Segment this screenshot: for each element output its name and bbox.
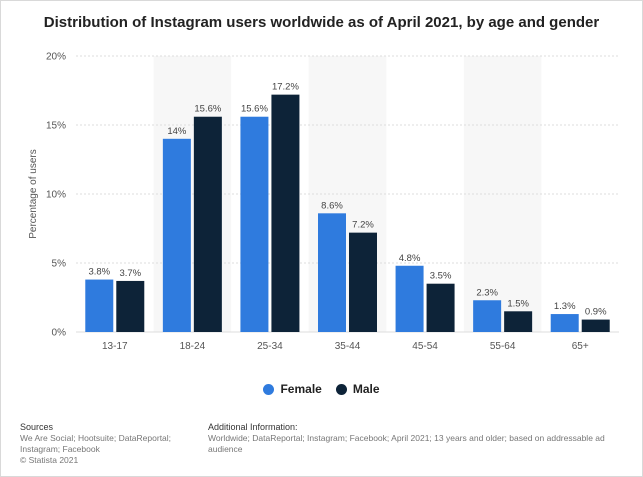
bar-female xyxy=(240,116,269,332)
bar-male xyxy=(426,283,455,332)
bar-female xyxy=(162,138,191,332)
additional-info-block: Additional Information: Worldwide; DataR… xyxy=(208,422,628,455)
bar-male xyxy=(504,311,533,332)
data-label: 17.2% xyxy=(272,82,299,93)
data-label: 3.7% xyxy=(119,268,141,279)
legend-marker-female xyxy=(263,383,275,395)
legend-item-male[interactable]: Male xyxy=(335,382,380,396)
bar-female xyxy=(85,279,114,332)
bar-chart: 0% 5% 10% 15% 20% Percentage of users 3.8% 3.7%… xyxy=(28,52,619,352)
x-tick-label: 25-34 xyxy=(257,341,283,352)
bar-male xyxy=(271,94,300,332)
data-label: 0.9% xyxy=(585,307,607,318)
data-label: 1.3% xyxy=(554,301,576,312)
bar-female xyxy=(318,213,346,332)
y-tick-label: 20% xyxy=(46,52,66,63)
legend-label-male: Male xyxy=(352,382,380,396)
additional-info-text: Worldwide; DataReportal; Instagram; Face… xyxy=(208,433,605,454)
data-label: 1.5% xyxy=(507,298,529,309)
data-label: 14% xyxy=(167,126,187,137)
data-label: 7.2% xyxy=(352,220,374,231)
x-tick-label: 55-64 xyxy=(490,341,516,352)
bar-female xyxy=(550,314,579,332)
data-label: 3.8% xyxy=(88,267,110,278)
y-axis-label: Percentage of users xyxy=(28,149,39,239)
bar-female xyxy=(473,300,502,332)
y-tick-label: 10% xyxy=(46,190,66,201)
legend-label-female: Female xyxy=(280,382,322,396)
x-tick-label: 18-24 xyxy=(180,341,206,352)
copyright-text: © Statista 2021 xyxy=(20,455,79,465)
x-tick-label: 45-54 xyxy=(412,341,438,352)
bar-male xyxy=(116,280,145,332)
additional-info-heading: Additional Information: xyxy=(208,422,298,432)
x-tick-label: 65+ xyxy=(572,341,589,352)
bar-male xyxy=(349,232,377,332)
data-label: 3.5% xyxy=(430,271,452,282)
bar-male xyxy=(581,319,610,332)
data-label: 2.3% xyxy=(476,287,498,298)
chart-title: Distribution of Instagram users worldwid… xyxy=(43,14,600,31)
y-tick-label: 15% xyxy=(46,121,66,132)
legend-item-female[interactable]: Female xyxy=(263,382,322,396)
bar-male xyxy=(193,116,222,332)
data-label: 15.6% xyxy=(194,104,221,115)
data-label: 8.6% xyxy=(321,200,343,211)
y-tick-label: 5% xyxy=(52,259,67,270)
data-label: 15.6% xyxy=(241,104,268,115)
legend: Female Male xyxy=(0,382,643,396)
sources-block: Sources We Are Social; Hootsuite; DataRe… xyxy=(20,422,190,466)
x-tick-label: 13-17 xyxy=(102,341,128,352)
x-tick-label: 35-44 xyxy=(335,341,361,352)
sources-heading: Sources xyxy=(20,422,54,432)
data-label: 4.8% xyxy=(399,253,421,264)
bar-female xyxy=(395,265,424,332)
y-tick-label: 0% xyxy=(52,328,67,339)
sources-text: We Are Social; Hootsuite; DataReportal; … xyxy=(20,433,172,454)
legend-marker-male xyxy=(335,383,347,395)
